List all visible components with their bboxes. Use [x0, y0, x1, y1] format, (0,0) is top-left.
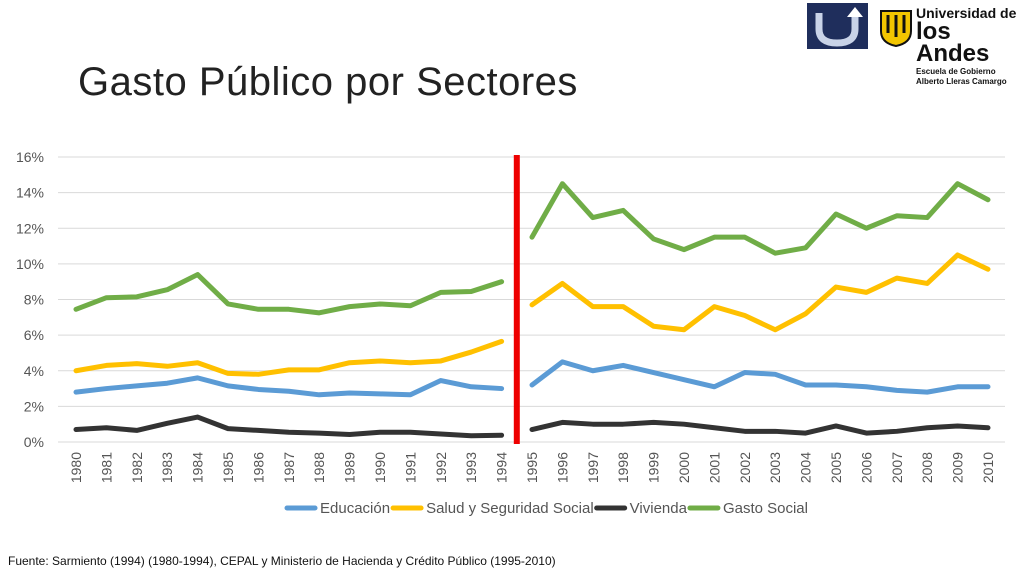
y-tick-label: 14% — [16, 185, 44, 201]
series-line — [73, 375, 505, 398]
university-name-line1: Universidad de — [916, 5, 1017, 21]
series-line — [529, 181, 991, 256]
y-tick-label: 12% — [16, 220, 44, 236]
school-logo — [807, 3, 868, 49]
series-line — [529, 359, 991, 395]
legend-label: Salud y Seguridad Social — [426, 500, 594, 517]
x-tick-label: 1981 — [98, 452, 114, 483]
x-tick-label: 1997 — [585, 452, 601, 483]
x-tick-label: 1984 — [190, 452, 206, 483]
x-tick-label: 1996 — [554, 452, 570, 483]
x-tick-label: 1988 — [311, 452, 327, 483]
x-tick-label: 2007 — [889, 452, 905, 483]
page-title: Gasto Público por Sectores — [78, 60, 578, 104]
x-tick-label: 1983 — [159, 452, 175, 483]
x-tick-label: 2006 — [858, 452, 874, 483]
school-name-line2: Alberto Lleras Camargo — [916, 77, 1007, 86]
y-tick-label: 8% — [24, 292, 44, 308]
x-tick-label: 2005 — [828, 452, 844, 483]
x-tick-label: 2000 — [676, 452, 692, 483]
line-chart: 0% 2% 4% 6% 8% 10% 12% 14% 16% 1980 1981 1982 1983 19… — [16, 149, 1005, 517]
x-tick-label: 1990 — [372, 452, 388, 483]
x-tick-label: 2010 — [980, 452, 996, 483]
y-tick-label: 2% — [24, 398, 44, 414]
y-tick-label: 0% — [24, 434, 44, 450]
y-tick-label: 10% — [16, 256, 44, 272]
y-tick-label: 16% — [16, 149, 44, 165]
x-tick-label: 2004 — [798, 452, 814, 483]
x-tick-label: 1999 — [646, 452, 662, 483]
x-tick-label: 1982 — [129, 452, 145, 483]
x-tick-label: 1993 — [463, 452, 479, 483]
x-tick-label: 2009 — [950, 452, 966, 483]
legend-label: Vivienda — [630, 500, 688, 517]
university-logo-text: Universidad de los Andes Escuela de Gobi… — [916, 5, 1024, 87]
x-tick-label: 1986 — [250, 452, 266, 483]
y-tick-label: 6% — [24, 327, 44, 343]
x-tick-label: 1991 — [402, 452, 418, 483]
source-note: Fuente: Sarmiento (1994) (1980-1994), CE… — [8, 554, 556, 568]
series-line — [73, 338, 505, 377]
x-tick-label: 2002 — [737, 452, 753, 483]
x-tick-label: 2003 — [767, 452, 783, 483]
x-tick-label: 1994 — [494, 452, 510, 483]
u-arrow-icon — [815, 7, 863, 47]
university-name-line2: los Andes — [916, 18, 990, 67]
x-tick-label: 1987 — [281, 452, 297, 483]
x-tick-label: 1995 — [524, 452, 540, 483]
x-tick-label: 2001 — [706, 452, 722, 483]
x-tick-label: 1980 — [68, 452, 84, 483]
legend-label: Gasto Social — [723, 500, 808, 517]
x-tick-label: 2008 — [919, 452, 935, 483]
series-line — [73, 414, 505, 439]
series-line — [529, 419, 991, 436]
x-tick-label: 1985 — [220, 452, 236, 483]
legend-label: Educación — [320, 500, 390, 517]
y-tick-label: 4% — [24, 363, 44, 379]
x-tick-label: 1998 — [615, 452, 631, 483]
university-shield-icon — [879, 9, 913, 48]
school-name-line1: Escuela de Gobierno — [916, 67, 996, 76]
x-tick-label: 1989 — [342, 452, 358, 483]
series-line — [529, 252, 991, 333]
x-tick-label: 1992 — [433, 452, 449, 483]
series-line — [73, 272, 505, 316]
